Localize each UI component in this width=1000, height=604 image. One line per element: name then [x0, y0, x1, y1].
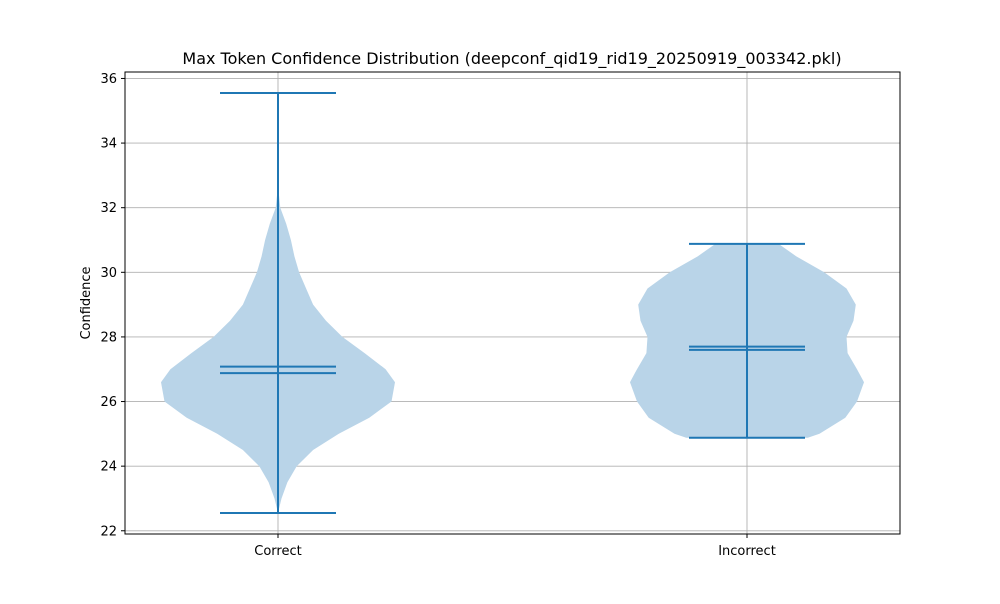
y-tick-label: 24: [100, 460, 117, 475]
y-tick-label: 22: [100, 524, 117, 539]
x-tick-label-correct: Correct: [254, 544, 301, 559]
y-tick-label: 28: [100, 330, 117, 345]
y-tick-label: 26: [100, 395, 117, 410]
y-tick-label: 34: [100, 137, 117, 152]
y-tick-label: 32: [100, 201, 117, 216]
y-tick-label: 30: [100, 266, 117, 281]
axes-layer: [124, 71, 901, 535]
chart-title: Max Token Confidence Distribution (deepc…: [182, 49, 841, 69]
violin-layer: [161, 92, 864, 514]
x-tick-label-incorrect: Incorrect: [718, 544, 776, 559]
y-tick-label: 36: [100, 72, 117, 87]
y-axis-label: Confidence: [79, 266, 94, 339]
plot-frame: [124, 71, 901, 535]
tick-layer: 22 24 26 28 30 32 34 36 Correct Incorrect: [100, 72, 775, 559]
